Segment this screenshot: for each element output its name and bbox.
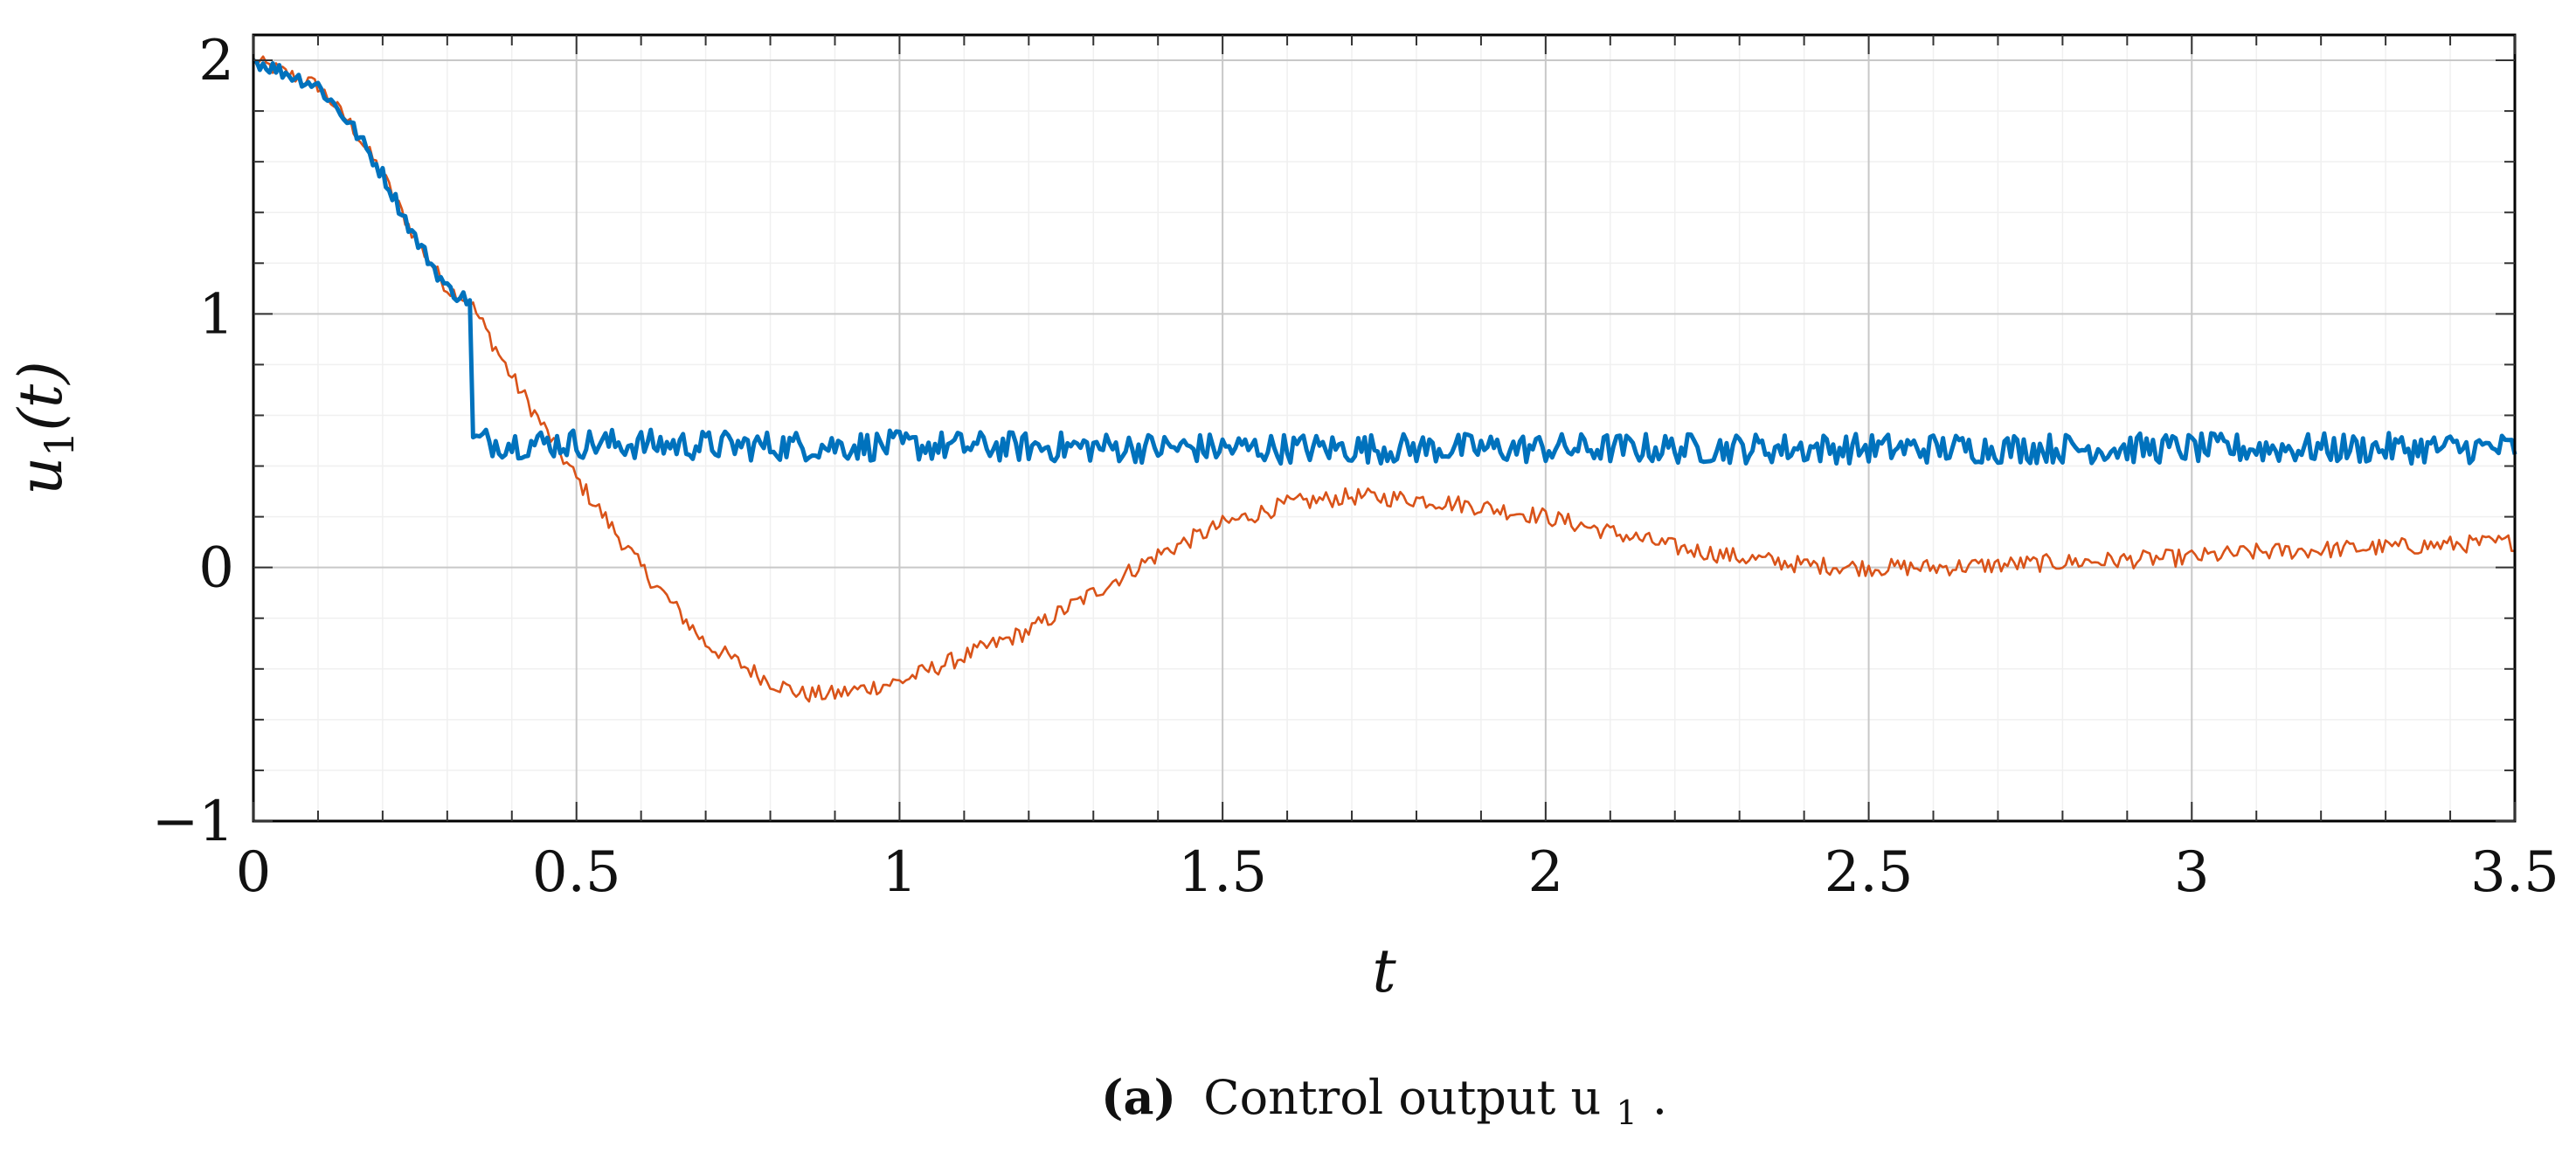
series-line-orange xyxy=(252,55,2516,703)
x-tick-label: 2 xyxy=(1527,840,1563,905)
x-tick-label: 3 xyxy=(2174,840,2210,905)
y-tick-label: 2 xyxy=(198,29,234,93)
x-tick-label: 2.5 xyxy=(1825,840,1914,905)
x-tick-label: 1 xyxy=(882,840,918,905)
y-tick-label: −1 xyxy=(152,790,234,854)
x-tick-label: 3.5 xyxy=(2470,840,2559,905)
axis-ticks xyxy=(253,35,2516,822)
series-line-blue xyxy=(253,59,2517,466)
figure-caption: (a) Control output u 1 . xyxy=(1101,1069,1667,1136)
caption-end: . xyxy=(1652,1070,1667,1125)
x-axis-label: t xyxy=(1372,937,1396,1006)
x-tick-label: 0 xyxy=(236,840,272,905)
y-axis-label: u1(t) xyxy=(7,361,83,494)
caption-label: (a) xyxy=(1101,1069,1176,1125)
x-tick-label: 1.5 xyxy=(1178,840,1267,905)
series-layer xyxy=(252,55,2517,703)
minor-grid xyxy=(253,35,2516,822)
y-tick-label: 1 xyxy=(198,282,234,347)
x-tick-label: 0.5 xyxy=(532,840,621,905)
caption-text: Control output u xyxy=(1203,1070,1601,1125)
y-tick-label: 0 xyxy=(198,536,234,601)
plot-frame xyxy=(252,33,2517,823)
caption-subscript: 1 xyxy=(1616,1094,1637,1132)
major-grid xyxy=(253,35,2516,822)
